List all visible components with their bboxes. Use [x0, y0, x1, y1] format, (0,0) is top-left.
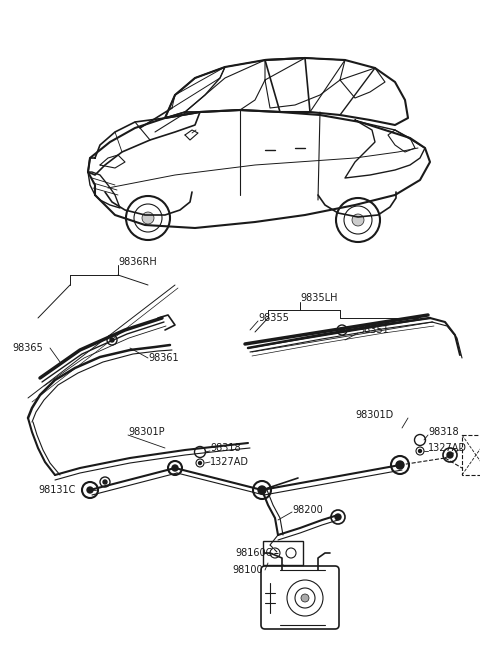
Text: 9836RH: 9836RH: [118, 257, 157, 267]
Circle shape: [352, 214, 364, 226]
Circle shape: [172, 465, 178, 471]
Text: 1327AD: 1327AD: [428, 443, 467, 453]
Text: 1327AD: 1327AD: [210, 457, 249, 467]
Text: 98160C: 98160C: [235, 548, 272, 558]
Text: 98361: 98361: [148, 353, 179, 363]
Circle shape: [142, 212, 154, 224]
Circle shape: [87, 487, 93, 493]
Circle shape: [199, 462, 202, 464]
Text: 98100: 98100: [232, 565, 263, 575]
Circle shape: [340, 328, 344, 332]
Text: 98131C: 98131C: [38, 485, 75, 495]
Circle shape: [419, 450, 421, 452]
Circle shape: [301, 594, 309, 602]
Circle shape: [103, 480, 107, 484]
Text: 98318: 98318: [428, 427, 458, 437]
Text: 9835LH: 9835LH: [300, 293, 337, 303]
Text: 98351: 98351: [358, 325, 389, 335]
Text: 98200: 98200: [292, 505, 323, 515]
Circle shape: [110, 338, 114, 342]
Text: 98301D: 98301D: [355, 410, 393, 420]
Circle shape: [258, 486, 266, 494]
Text: 98318: 98318: [210, 443, 240, 453]
Circle shape: [335, 514, 341, 520]
Text: 98365: 98365: [12, 343, 43, 353]
Circle shape: [447, 452, 453, 458]
Text: 98301P: 98301P: [128, 427, 165, 437]
Circle shape: [396, 461, 404, 469]
Text: 98355: 98355: [258, 313, 289, 323]
